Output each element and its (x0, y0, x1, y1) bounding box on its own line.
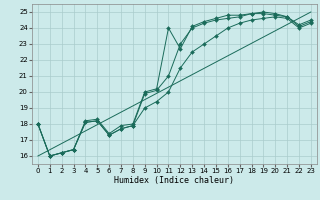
X-axis label: Humidex (Indice chaleur): Humidex (Indice chaleur) (115, 176, 234, 185)
